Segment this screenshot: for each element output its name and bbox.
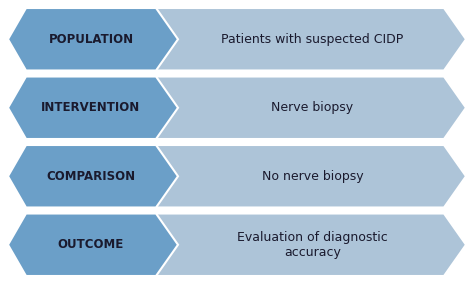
Polygon shape	[8, 8, 178, 70]
Polygon shape	[154, 76, 466, 139]
Polygon shape	[8, 145, 178, 208]
Polygon shape	[154, 8, 466, 70]
Text: INTERVENTION: INTERVENTION	[41, 101, 141, 114]
Text: Evaluation of diagnostic
accuracy: Evaluation of diagnostic accuracy	[237, 231, 388, 259]
Text: Nerve biopsy: Nerve biopsy	[272, 101, 354, 114]
Text: COMPARISON: COMPARISON	[46, 170, 136, 183]
Polygon shape	[8, 76, 178, 139]
Polygon shape	[154, 145, 466, 208]
Polygon shape	[8, 214, 178, 276]
Text: Patients with suspected CIDP: Patients with suspected CIDP	[221, 33, 404, 46]
Text: OUTCOME: OUTCOME	[58, 238, 124, 251]
Polygon shape	[154, 214, 466, 276]
Text: No nerve biopsy: No nerve biopsy	[262, 170, 363, 183]
Text: POPULATION: POPULATION	[48, 33, 134, 46]
